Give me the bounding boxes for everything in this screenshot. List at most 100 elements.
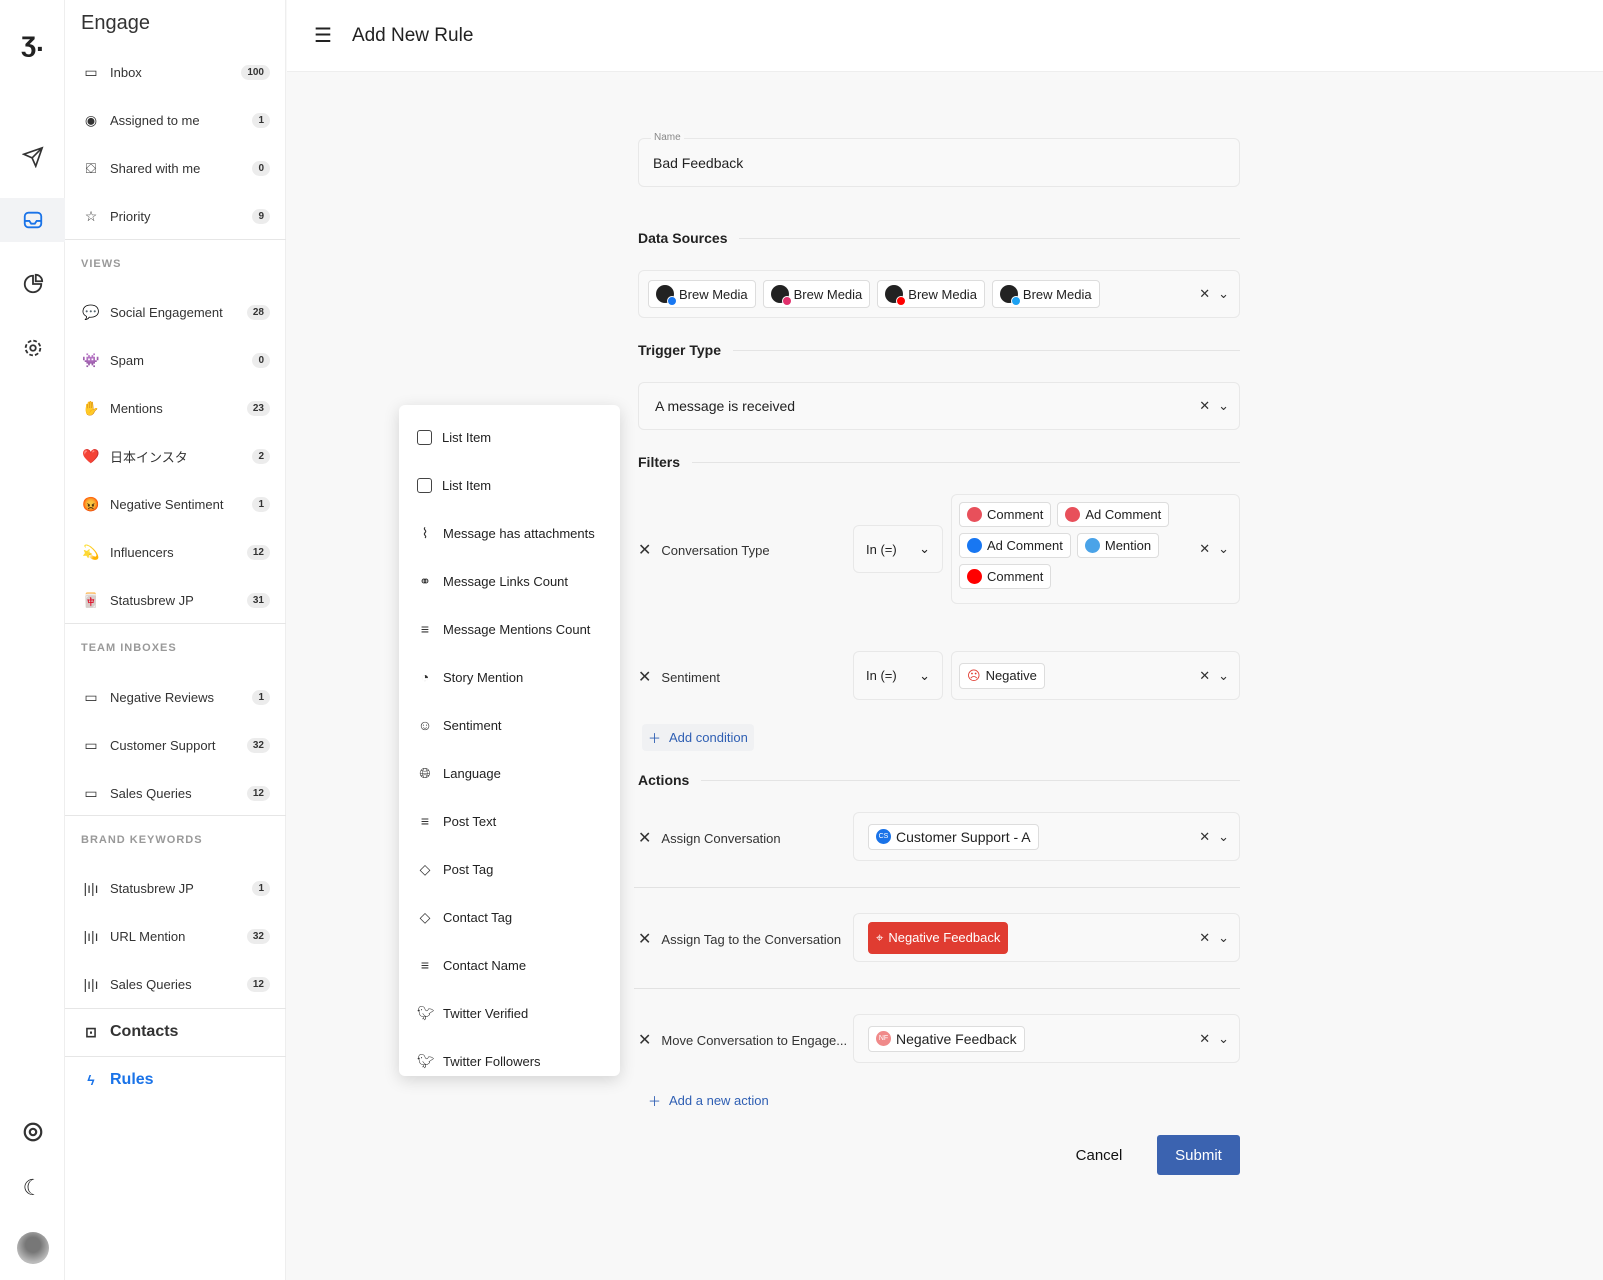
data-sources-select[interactable]: Brew Media Brew Media Brew Media Brew Me… bbox=[638, 270, 1240, 318]
dark-mode-moon-icon[interactable]: ☾ bbox=[22, 1175, 43, 1200]
engage-inbox-icon[interactable] bbox=[0, 198, 65, 242]
clear-icon[interactable]: ✕ bbox=[1199, 1030, 1211, 1046]
remove-filter-icon[interactable]: ✕ bbox=[638, 669, 652, 686]
assignee-chip[interactable]: CS Customer Support - A bbox=[868, 823, 1039, 850]
assign-tag-select[interactable]: ⌖ Negative Feedback ✕ ⌄ bbox=[853, 913, 1240, 962]
trigger-type-select[interactable]: A message is received ✕ ⌄ bbox=[638, 382, 1240, 430]
clear-icon[interactable]: ✕ bbox=[1199, 286, 1211, 301]
move-conversation-select[interactable]: NF Negative Feedback ✕ ⌄ bbox=[853, 1014, 1240, 1063]
add-condition-button[interactable]: ＋ Add condition bbox=[642, 724, 754, 751]
chevron-down-icon[interactable]: ⌄ bbox=[1218, 541, 1229, 556]
conversation-type-chip[interactable]: Comment bbox=[959, 502, 1052, 527]
menu-hamburger-icon[interactable]: ☰ bbox=[314, 25, 332, 47]
sidebar-item-shared[interactable]: ⛋ Shared with me 0 bbox=[65, 148, 286, 188]
inbox-chip[interactable]: NF Negative Feedback bbox=[868, 1025, 1025, 1052]
paperclip-icon: ⌇ bbox=[421, 524, 429, 541]
analytics-pie-icon[interactable] bbox=[0, 262, 65, 306]
data-source-chip[interactable]: Brew Media bbox=[877, 280, 985, 308]
clear-icon[interactable]: ✕ bbox=[1199, 541, 1211, 556]
clear-icon[interactable]: ✕ bbox=[1199, 667, 1211, 683]
sidebar-item-priority[interactable]: ☆ Priority 9 bbox=[65, 196, 286, 236]
cancel-button[interactable]: Cancel bbox=[1075, 1146, 1123, 1164]
operator-select[interactable]: In (=) ⌄ bbox=[853, 525, 943, 573]
menu-item[interactable]: List Item bbox=[399, 461, 620, 509]
divider bbox=[65, 623, 286, 624]
help-lifebuoy-icon[interactable] bbox=[0, 1110, 65, 1154]
menu-item[interactable]: 🌐︎ Language bbox=[399, 749, 620, 797]
data-source-chip[interactable]: Brew Media bbox=[762, 280, 871, 308]
clear-icon[interactable]: ✕ bbox=[1199, 929, 1211, 945]
brand-keyword-item[interactable]: |ı|ı URL Mention 32 bbox=[65, 916, 286, 956]
view-item[interactable]: 💬 Social Engagement 28 bbox=[65, 292, 286, 332]
filter-icon: ≡ bbox=[420, 621, 430, 637]
chevron-down-icon[interactable]: ⌄ bbox=[1218, 828, 1229, 844]
assign-conversation-select[interactable]: CS Customer Support - A ✕ ⌄ bbox=[853, 812, 1240, 861]
menu-item[interactable]: ☺ Sentiment bbox=[417, 717, 502, 733]
menu-item[interactable]: 🐦︎ Twitter Followers bbox=[417, 1052, 541, 1069]
menu-item[interactable]: ◔ Story Mention bbox=[399, 653, 620, 701]
submit-button[interactable]: Submit bbox=[1157, 1135, 1240, 1175]
sidebar-item-assigned[interactable]: ◉ Assigned to me 1 bbox=[65, 100, 286, 140]
menu-item[interactable]: ⚭ Message Links Count bbox=[399, 557, 620, 605]
brand-avatar-twitter-icon bbox=[999, 285, 1021, 306]
clear-icon[interactable]: ✕ bbox=[1199, 398, 1211, 413]
menu-item[interactable]: ◇ Contact Tag bbox=[399, 893, 620, 941]
tag-chip[interactable]: ⌖ Negative Feedback bbox=[868, 921, 1009, 954]
menu-item[interactable]: ◇ Post Tag bbox=[399, 845, 620, 893]
remove-action-icon[interactable]: ✕ bbox=[638, 931, 652, 948]
menu-item[interactable]: ≡ Post Text bbox=[399, 797, 620, 845]
checkbox-icon[interactable] bbox=[417, 429, 432, 445]
clear-icon[interactable]: ✕ bbox=[1199, 828, 1211, 844]
view-item[interactable]: 💫 Influencers 12 bbox=[65, 532, 286, 572]
sidebar-item-inbox[interactable]: ▭ Inbox 100 bbox=[65, 52, 286, 92]
brand-keyword-item[interactable]: |ı|ı Statusbrew JP 1 bbox=[65, 868, 286, 908]
view-item[interactable]: 🀄 Statusbrew JP 31 bbox=[65, 580, 286, 620]
brand-keyword-item[interactable]: |ı|ı Sales Queries 12 bbox=[65, 964, 286, 1004]
soundwave-icon: |ı|ı bbox=[83, 928, 99, 944]
name-field[interactable]: Name Bad Feedback bbox=[638, 132, 1240, 187]
conversation-type-chip[interactable]: Mention bbox=[1076, 533, 1160, 558]
team-inbox-item[interactable]: ▭ Negative Reviews 1 bbox=[65, 677, 286, 717]
sidebar-item-rules[interactable]: ϟ Rules bbox=[65, 1060, 286, 1100]
statusbrew-logo-icon[interactable]: ʒ. bbox=[21, 26, 44, 57]
view-item[interactable]: 👾 Spam 0 bbox=[65, 340, 286, 380]
sentiment-select[interactable]: ☹ Negative ✕ ⌄ bbox=[951, 651, 1240, 700]
publish-paper-plane-icon[interactable] bbox=[0, 135, 65, 179]
conversation-type-chip[interactable]: Ad Comment bbox=[959, 533, 1071, 558]
tag-icon: ⌖ bbox=[876, 929, 884, 945]
sidebar-item-contacts[interactable]: ⊡ Contacts bbox=[65, 1012, 286, 1052]
view-item[interactable]: ✋ Mentions 23 bbox=[65, 388, 286, 428]
chevron-down-icon[interactable]: ⌄ bbox=[1218, 1030, 1229, 1046]
remove-action-icon[interactable]: ✕ bbox=[638, 1032, 652, 1049]
chevron-down-icon[interactable]: ⌄ bbox=[1218, 929, 1229, 945]
chevron-down-icon[interactable]: ⌄ bbox=[1218, 667, 1229, 683]
star-icon: ☆ bbox=[84, 207, 98, 224]
remove-filter-icon[interactable]: ✕ bbox=[638, 542, 652, 559]
team-inbox-item[interactable]: ▭ Sales Queries 12 bbox=[65, 773, 286, 813]
menu-item[interactable]: ≡ Contact Name bbox=[399, 941, 620, 989]
chevron-down-icon[interactable]: ⌄ bbox=[1218, 286, 1229, 301]
view-item[interactable]: 😡 Negative Sentiment 1 bbox=[65, 484, 286, 524]
chevron-down-icon[interactable]: ⌄ bbox=[1218, 398, 1229, 413]
name-input[interactable]: Bad Feedback bbox=[653, 155, 744, 171]
menu-item[interactable]: List Item bbox=[399, 413, 620, 461]
menu-item[interactable]: 🐦︎ Twitter Verified bbox=[417, 1004, 529, 1021]
checkbox-icon[interactable] bbox=[417, 477, 432, 493]
sentiment-chip[interactable]: ☹ Negative bbox=[959, 662, 1045, 689]
menu-item[interactable]: ⌇ Message has attachments bbox=[399, 509, 620, 557]
operator-select[interactable]: In (=) ⌄ bbox=[853, 651, 943, 700]
menu-item[interactable]: ≡ Message Mentions Count bbox=[399, 605, 620, 653]
user-avatar[interactable] bbox=[0, 1226, 65, 1270]
conversation-type-chip[interactable]: Comment bbox=[959, 564, 1052, 589]
conversation-type-chip[interactable]: Ad Comment bbox=[1057, 502, 1170, 527]
add-action-button[interactable]: ＋ Add a new action bbox=[648, 1093, 769, 1109]
settings-gear-icon[interactable] bbox=[0, 326, 65, 370]
sad-face-icon: ☹ bbox=[967, 667, 981, 683]
data-source-chip[interactable]: Brew Media bbox=[648, 280, 756, 308]
view-item[interactable]: ❤️ 日本インスタ 2 bbox=[65, 436, 286, 476]
conversation-type-select[interactable]: Comment Ad Comment Ad Comment Mention Co… bbox=[951, 494, 1240, 604]
data-source-chip[interactable]: Brew Media bbox=[991, 280, 1100, 308]
team-inbox-item[interactable]: ▭ Customer Support 32 bbox=[65, 725, 286, 765]
twitter-icon: 🐦︎ bbox=[417, 1052, 435, 1069]
remove-action-icon[interactable]: ✕ bbox=[638, 830, 652, 847]
